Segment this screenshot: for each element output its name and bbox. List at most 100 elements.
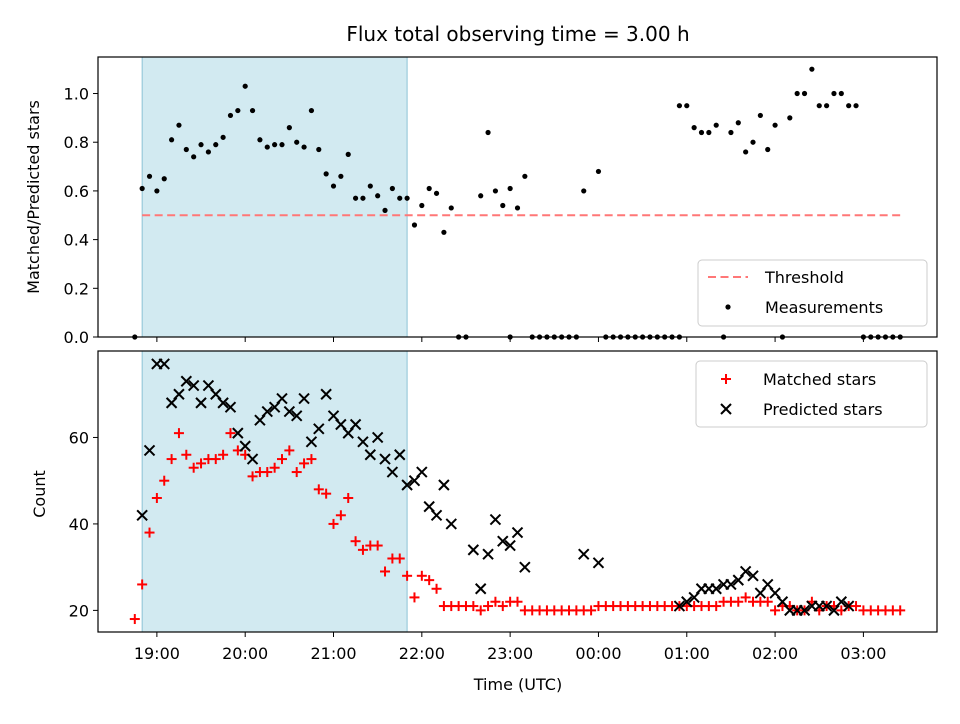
matched-star-marker (129, 614, 140, 625)
predicted-star-marker (298, 392, 310, 405)
predicted-star-marker (798, 604, 811, 617)
predicted-star-marker (246, 453, 259, 465)
measurement-point (338, 173, 344, 179)
matched-star-marker (394, 553, 405, 564)
measurement-point (426, 185, 432, 192)
matched-star-marker (733, 596, 744, 607)
legend-predicted-label: Predicted stars (763, 400, 883, 419)
measurement-point (272, 142, 278, 148)
measurement-point (279, 142, 285, 148)
measurement-point (198, 142, 204, 148)
measurement-point (750, 139, 756, 145)
matched-star-marker (402, 570, 413, 581)
measurement-point (375, 193, 381, 199)
predicted-star-marker (820, 600, 833, 612)
measurement-point (831, 90, 837, 97)
measurement-point (419, 202, 425, 209)
measurement-point (676, 103, 683, 109)
bottom-shaded-interval (141, 350, 408, 633)
bottom-y-tick-label: 40 (69, 515, 89, 534)
measurement-point (257, 137, 263, 143)
legend-box (695, 360, 928, 428)
predicted-star-marker (592, 557, 605, 569)
matched-star-marker (380, 566, 391, 577)
measurement-point (684, 103, 690, 109)
top-y-tick-label: 0.4 (64, 231, 89, 250)
predicted-star-marker (305, 436, 318, 448)
measurement-point (824, 103, 830, 109)
predicted-star-marker (364, 449, 377, 461)
predicted-star-marker (438, 479, 450, 491)
predicted-star-marker (136, 509, 148, 521)
predicted-star-marker (386, 466, 399, 478)
matched-star-marker (262, 467, 273, 478)
matched-star-marker (276, 454, 287, 465)
bottom-legend: Matched stars Predicted stars (695, 360, 928, 428)
measurement-point (816, 103, 822, 109)
measurement-point (345, 151, 351, 157)
matched-star-marker (321, 488, 332, 499)
top-y-tick-label: 0.6 (64, 182, 89, 201)
bottom-panel: 20 40 60 19:00 20:00 21:00 22:00 23:00 00:00 01:0… (69, 350, 938, 663)
measurement-point (330, 183, 337, 189)
matched-star-marker (711, 601, 722, 612)
matched-star-marker (284, 445, 295, 456)
measurement-point (242, 83, 248, 89)
predicted-star-marker (482, 548, 494, 560)
predicted-star-marker (320, 388, 332, 400)
matched-star-marker (306, 454, 317, 465)
matched-star-marker (409, 592, 420, 603)
matched-star-marker (335, 510, 346, 521)
matched-star-marker (181, 449, 192, 460)
matched-star-marker (196, 458, 207, 469)
measurement-point (294, 139, 300, 145)
predicted-star-marker (313, 423, 325, 435)
top-y-tick-label: 0.2 (64, 279, 89, 298)
matched-star-marker (299, 458, 310, 469)
x-tick-label: 23:00 (487, 644, 533, 663)
bottom-series-matched-stars (129, 428, 906, 625)
matched-star-marker (173, 428, 184, 439)
matched-star-marker (247, 471, 258, 482)
predicted-star-marker (195, 397, 207, 409)
measurement-point (220, 134, 226, 140)
x-tick-label: 03:00 (840, 644, 886, 663)
x-tick-label: 00:00 (575, 644, 621, 663)
matched-star-marker (431, 583, 442, 594)
measurement-point (581, 188, 587, 194)
measurement-point (787, 115, 793, 121)
measurement-point (264, 144, 270, 150)
measurement-point (765, 146, 771, 153)
predicted-star-marker (497, 535, 509, 547)
predicted-star-marker (239, 440, 251, 452)
matched-star-marker (188, 462, 199, 473)
predicted-star-marker (401, 479, 413, 491)
matched-star-marker (586, 605, 597, 616)
measurement-point (713, 122, 719, 128)
measurement-point (183, 146, 189, 153)
predicted-star-marker (511, 526, 524, 539)
predicted-star-marker (673, 600, 686, 612)
matched-star-marker (218, 449, 229, 460)
matched-star-marker (475, 605, 486, 616)
measurement-point (154, 188, 160, 194)
matched-star-marker (144, 527, 155, 538)
predicted-star-marker (842, 600, 855, 612)
measurement-point (433, 190, 440, 196)
measurement-point (176, 122, 182, 128)
predicted-star-marker (747, 570, 759, 582)
matched-star-marker (328, 518, 339, 529)
top-legend: Threshold Measurements (697, 259, 928, 327)
predicted-star-marker (394, 449, 406, 461)
measurement-point (323, 171, 329, 177)
matched-star-marker (851, 601, 862, 612)
predicted-star-marker (710, 583, 722, 595)
predicted-star-marker (739, 565, 752, 578)
measurement-point (389, 185, 395, 192)
x-tick-label: 22:00 (399, 644, 445, 663)
measurement-point (301, 144, 307, 150)
predicted-star-marker (180, 375, 193, 387)
predicted-star-marker (504, 539, 516, 552)
matched-star-marker (225, 428, 236, 439)
